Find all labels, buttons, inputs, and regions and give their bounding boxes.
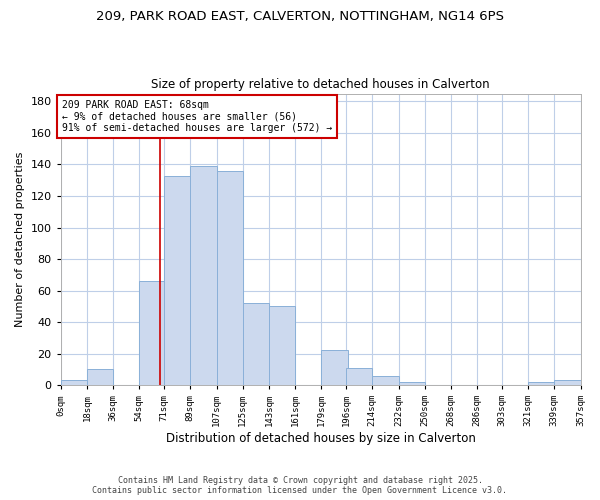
Bar — [269, 306, 295, 385]
Text: 209 PARK ROAD EAST: 68sqm
← 9% of detached houses are smaller (56)
91% of semi-d: 209 PARK ROAD EAST: 68sqm ← 9% of detach… — [62, 100, 332, 133]
Bar — [164, 176, 190, 385]
Bar — [372, 376, 398, 385]
Bar — [217, 171, 243, 385]
Bar — [87, 370, 113, 385]
Bar — [190, 166, 217, 385]
Bar — [528, 382, 554, 385]
Bar — [139, 281, 166, 385]
Title: Size of property relative to detached houses in Calverton: Size of property relative to detached ho… — [151, 78, 490, 91]
Bar — [554, 380, 581, 385]
Bar — [346, 368, 372, 385]
Text: Contains HM Land Registry data © Crown copyright and database right 2025.
Contai: Contains HM Land Registry data © Crown c… — [92, 476, 508, 495]
X-axis label: Distribution of detached houses by size in Calverton: Distribution of detached houses by size … — [166, 432, 476, 445]
Bar — [398, 382, 425, 385]
Bar — [322, 350, 347, 385]
Bar — [61, 380, 87, 385]
Text: 209, PARK ROAD EAST, CALVERTON, NOTTINGHAM, NG14 6PS: 209, PARK ROAD EAST, CALVERTON, NOTTINGH… — [96, 10, 504, 23]
Bar — [243, 303, 269, 385]
Y-axis label: Number of detached properties: Number of detached properties — [15, 152, 25, 327]
